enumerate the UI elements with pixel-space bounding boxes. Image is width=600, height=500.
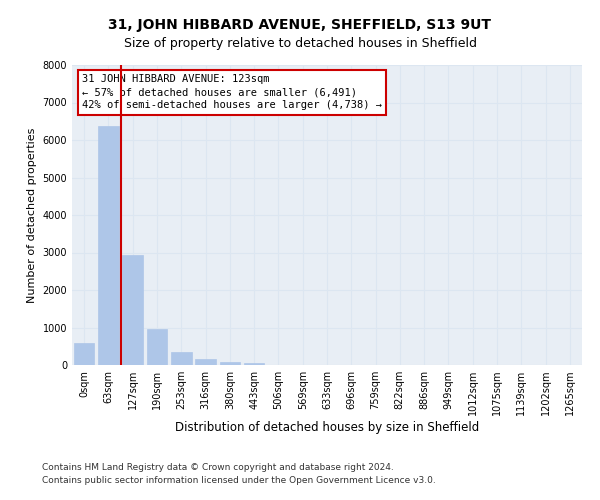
Text: Size of property relative to detached houses in Sheffield: Size of property relative to detached ho… bbox=[124, 38, 476, 51]
Bar bbox=[195, 360, 216, 365]
Text: 31 JOHN HIBBARD AVENUE: 123sqm
← 57% of detached houses are smaller (6,491)
42% : 31 JOHN HIBBARD AVENUE: 123sqm ← 57% of … bbox=[82, 74, 382, 110]
Y-axis label: Number of detached properties: Number of detached properties bbox=[27, 128, 37, 302]
Bar bbox=[171, 352, 191, 365]
Text: 31, JOHN HIBBARD AVENUE, SHEFFIELD, S13 9UT: 31, JOHN HIBBARD AVENUE, SHEFFIELD, S13 … bbox=[109, 18, 491, 32]
X-axis label: Distribution of detached houses by size in Sheffield: Distribution of detached houses by size … bbox=[175, 421, 479, 434]
Bar bbox=[146, 329, 167, 365]
Bar bbox=[98, 126, 119, 365]
Text: Contains public sector information licensed under the Open Government Licence v3: Contains public sector information licen… bbox=[42, 476, 436, 485]
Bar bbox=[122, 255, 143, 365]
Text: Contains HM Land Registry data © Crown copyright and database right 2024.: Contains HM Land Registry data © Crown c… bbox=[42, 464, 394, 472]
Bar bbox=[244, 363, 265, 365]
Bar bbox=[74, 343, 94, 365]
Bar bbox=[220, 362, 240, 365]
